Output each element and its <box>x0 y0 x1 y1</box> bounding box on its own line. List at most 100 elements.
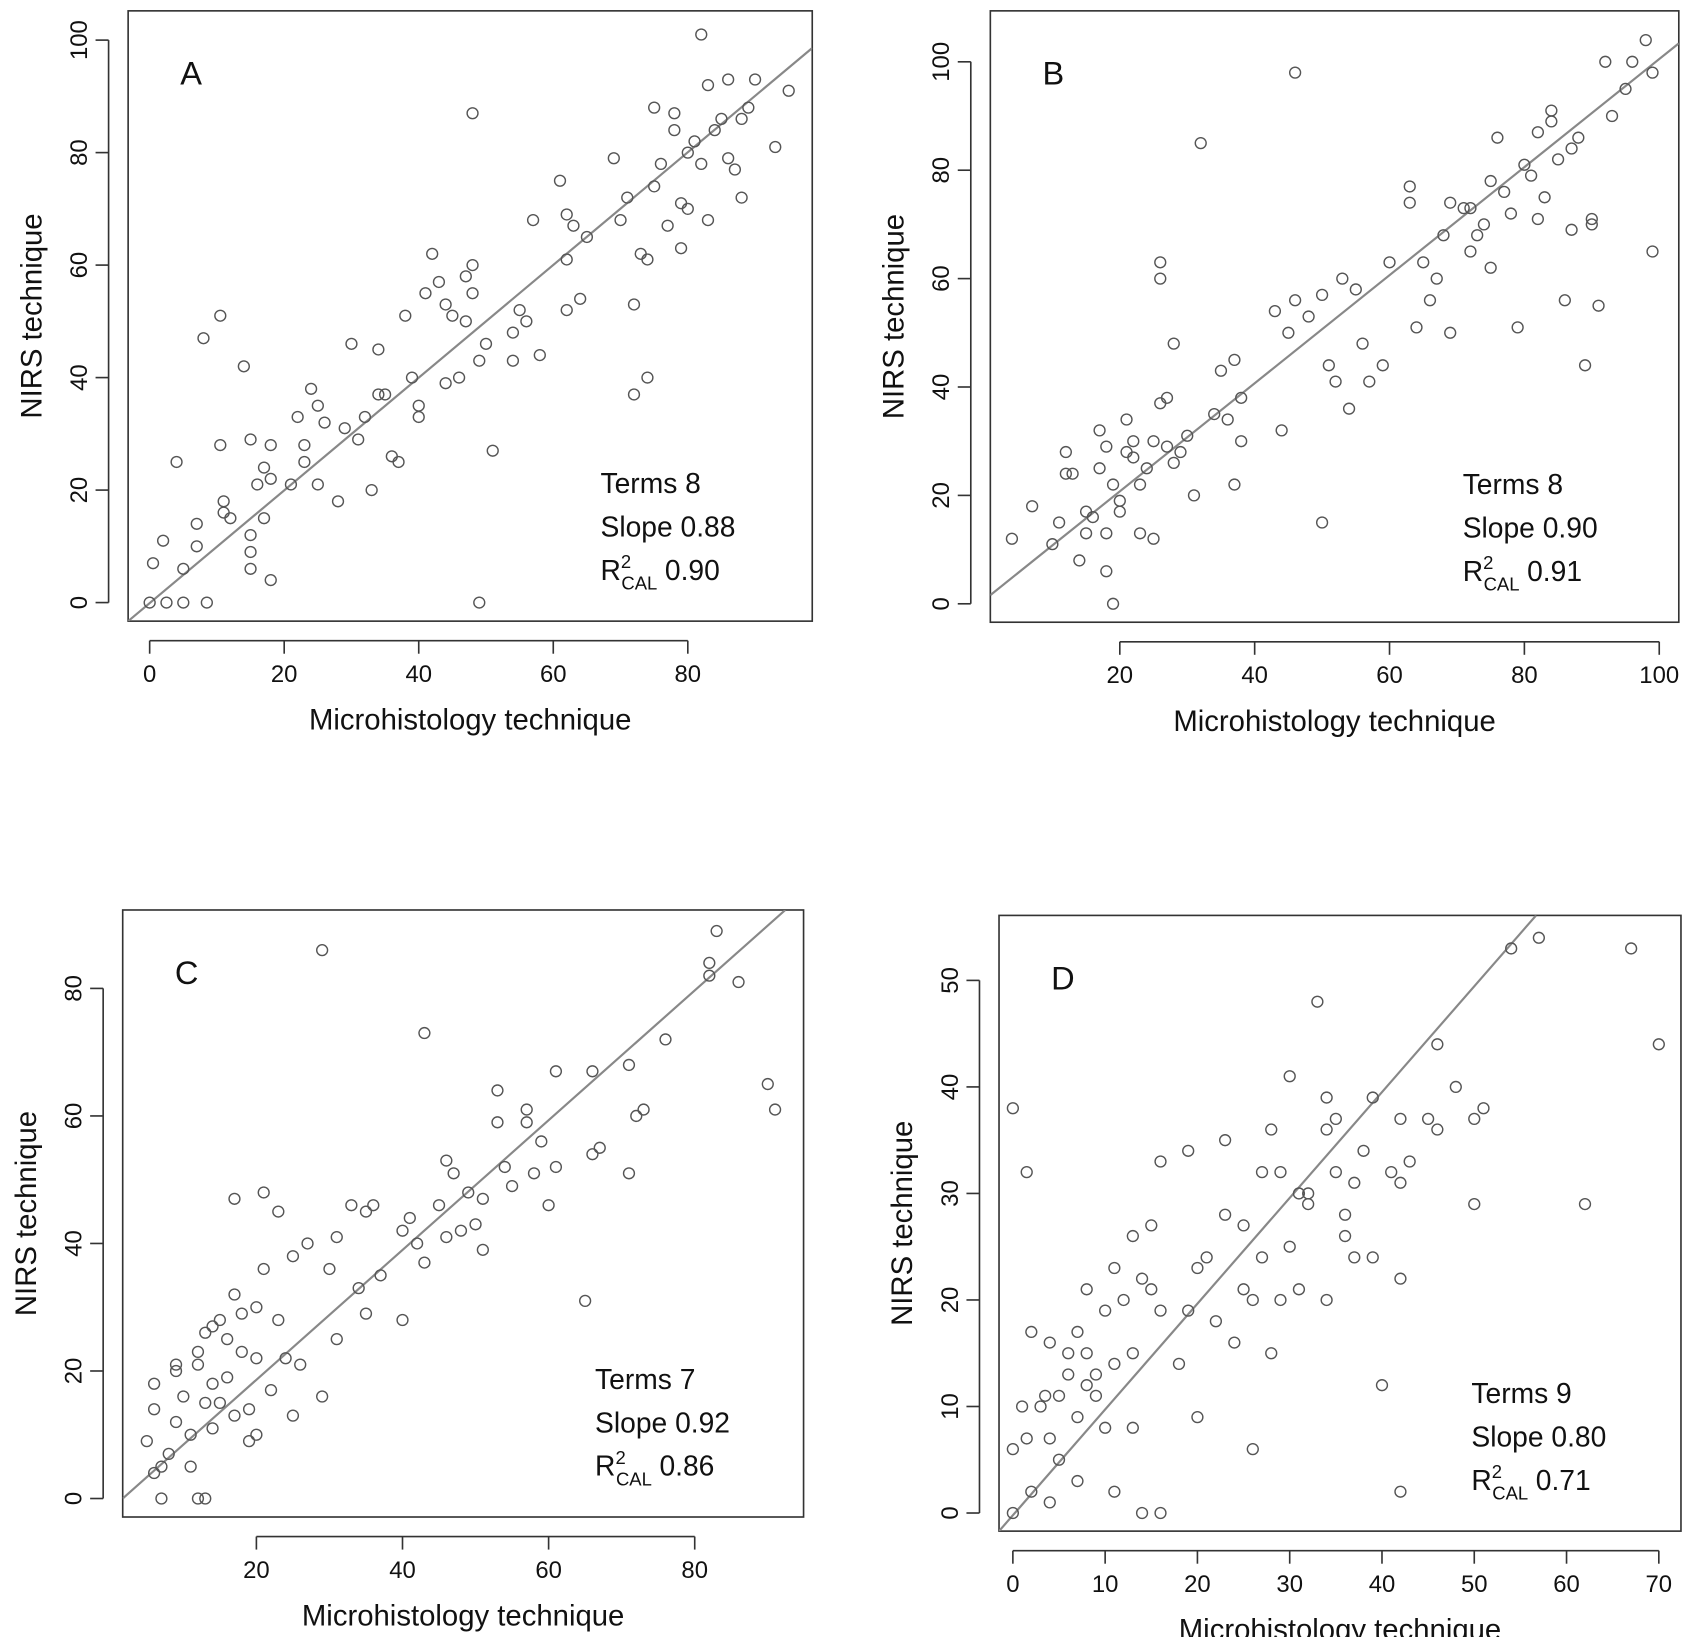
point <box>1336 272 1349 285</box>
r2-value: 0.71 <box>1536 1464 1591 1496</box>
y-tick-label: 100 <box>928 42 955 82</box>
point <box>1147 435 1160 448</box>
point <box>206 1320 219 1333</box>
r2-symbol: R <box>595 1450 615 1482</box>
point <box>593 1141 606 1154</box>
point <box>1376 359 1389 372</box>
point <box>1652 1038 1665 1051</box>
point <box>228 1288 241 1301</box>
point <box>520 1116 533 1129</box>
point <box>668 107 681 120</box>
point <box>641 371 654 384</box>
point <box>418 1026 431 1040</box>
point <box>439 298 452 311</box>
point <box>1214 364 1228 377</box>
point <box>1605 109 1619 123</box>
point <box>191 1358 205 1371</box>
point <box>476 1192 489 1205</box>
point <box>1154 1155 1167 1168</box>
point <box>372 343 385 356</box>
point <box>1524 169 1538 182</box>
point <box>1200 1251 1213 1264</box>
y-tick-label: 100 <box>66 20 93 60</box>
point <box>681 202 694 215</box>
point <box>1100 565 1113 578</box>
point <box>459 270 472 283</box>
point <box>560 253 573 266</box>
point <box>1471 229 1484 242</box>
point <box>385 450 398 463</box>
point <box>622 1058 636 1072</box>
point <box>338 422 351 435</box>
slope-note: Slope 0.80 <box>1471 1420 1606 1452</box>
point <box>1338 1229 1352 1243</box>
point <box>1079 527 1093 540</box>
point <box>264 472 277 485</box>
point <box>1531 126 1545 139</box>
x-tick-label: 80 <box>675 661 702 688</box>
point <box>440 1154 453 1167</box>
fit-line <box>122 909 787 1500</box>
point <box>1592 299 1605 312</box>
x-tick-label: 40 <box>405 661 432 688</box>
point <box>1394 1176 1407 1189</box>
r2-note: R2 CAL 0.71 <box>1471 1461 1590 1504</box>
panel: 20 40 60 80 0 20 40 60 80 Microhistology techniqu… <box>10 909 805 1633</box>
point <box>1274 1166 1287 1179</box>
point <box>491 1084 504 1097</box>
point <box>250 1428 263 1441</box>
point <box>1329 1112 1342 1126</box>
point <box>1140 462 1153 475</box>
point <box>1062 1368 1075 1381</box>
point <box>1375 1379 1389 1392</box>
point <box>1625 942 1638 955</box>
point <box>177 562 190 575</box>
point <box>311 478 324 491</box>
point <box>1246 1293 1259 1307</box>
point <box>359 1307 373 1320</box>
r2-sup: 2 <box>621 551 631 572</box>
point <box>520 315 533 328</box>
point <box>170 455 183 469</box>
point <box>1255 1166 1269 1179</box>
point <box>396 1313 409 1327</box>
point <box>412 410 425 424</box>
y-tick-label: 80 <box>66 139 93 166</box>
point <box>1444 326 1457 339</box>
point <box>1059 467 1072 480</box>
point <box>1288 294 1302 307</box>
point <box>1532 931 1545 944</box>
point <box>345 1199 358 1212</box>
terms-note: Terms 9 <box>1471 1377 1571 1409</box>
point <box>1167 337 1180 350</box>
point <box>1348 1251 1361 1264</box>
point <box>1127 435 1140 448</box>
x-tick-label: 40 <box>1241 662 1268 689</box>
point <box>217 495 230 508</box>
fit-line <box>990 42 1679 596</box>
point <box>1052 1389 1066 1402</box>
point <box>622 1167 636 1180</box>
point <box>1385 1166 1398 1179</box>
x-tick-label: 40 <box>1369 1571 1396 1598</box>
point <box>221 1332 234 1346</box>
point <box>1449 1080 1462 1094</box>
point <box>1117 1293 1130 1307</box>
r2-sub: CAL <box>616 1469 652 1490</box>
point <box>1363 375 1376 388</box>
point <box>1160 391 1174 404</box>
point <box>1025 1325 1038 1339</box>
r2-sub: CAL <box>1492 1483 1528 1504</box>
x-tick-label: 20 <box>1184 1571 1211 1598</box>
point <box>199 1326 212 1339</box>
y-tick-label: 10 <box>937 1393 964 1420</box>
point <box>1565 223 1578 236</box>
point <box>1237 1219 1250 1232</box>
point <box>614 213 627 227</box>
panel-label: B <box>1042 56 1064 92</box>
point <box>410 1237 424 1250</box>
point <box>250 1352 263 1365</box>
point <box>318 416 331 429</box>
point <box>1052 1453 1066 1466</box>
y-tick-label: 80 <box>60 975 87 1002</box>
